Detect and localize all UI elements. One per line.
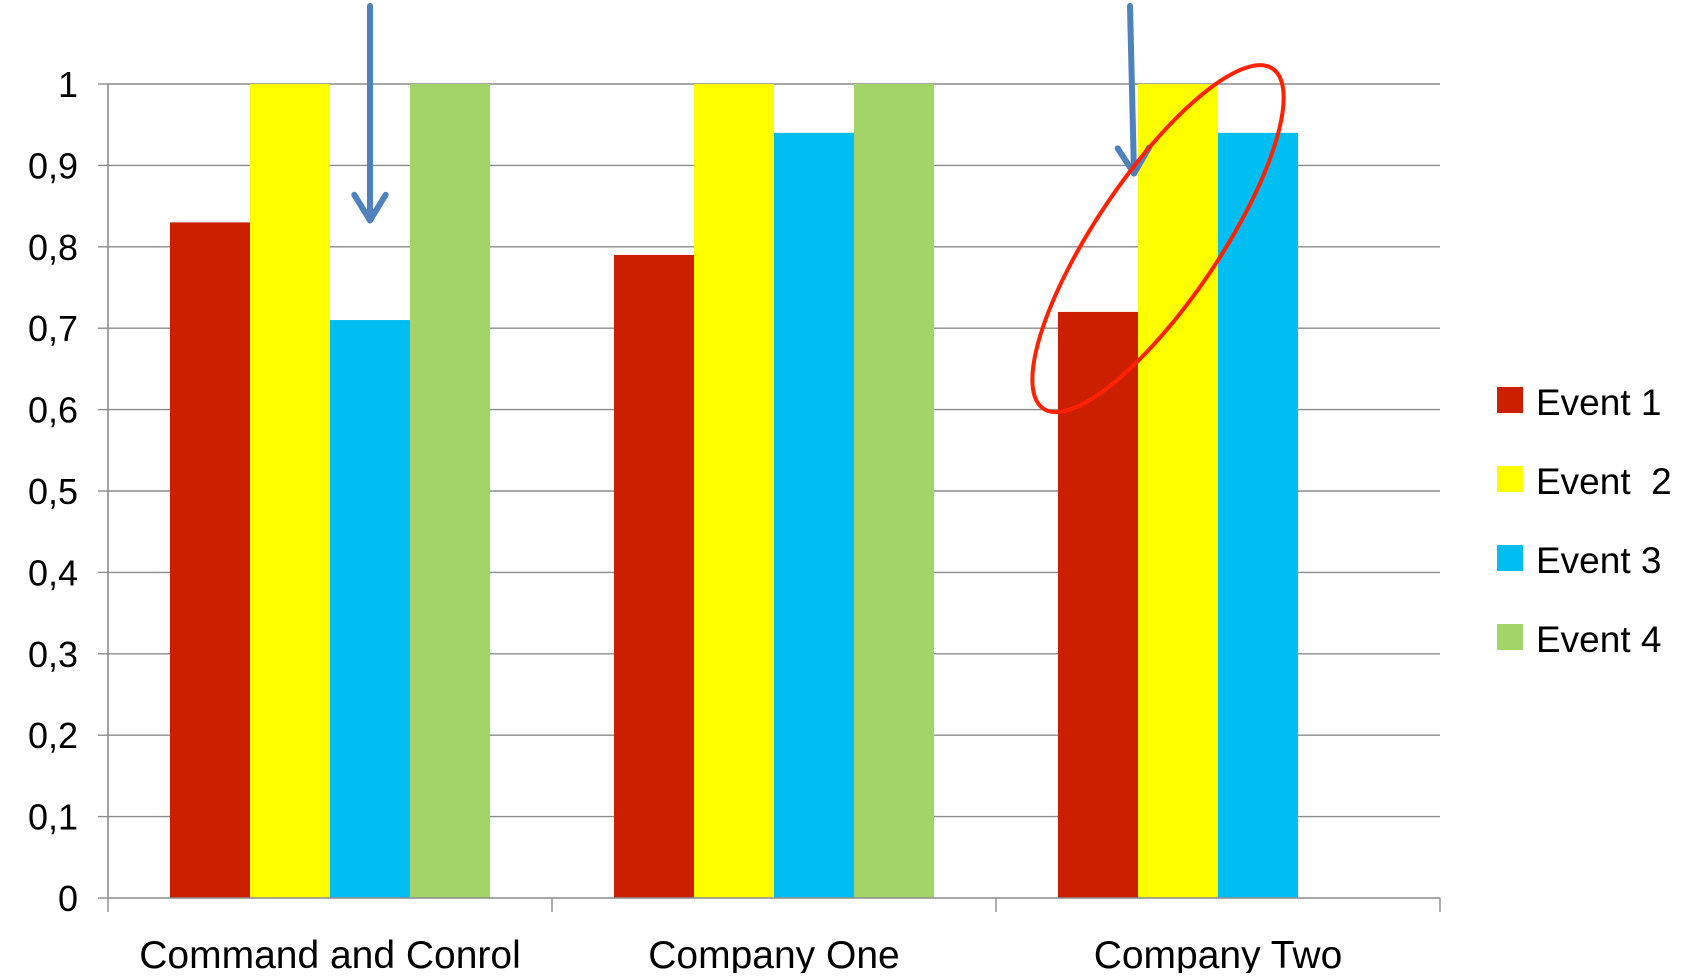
legend-item: Event 1 xyxy=(1497,382,1661,423)
y-tick-label: 0,2 xyxy=(28,715,78,756)
annotations xyxy=(351,3,1286,415)
x-category-label: Company Two xyxy=(1094,934,1343,973)
legend-swatch xyxy=(1497,387,1523,413)
y-tick-label: 0,6 xyxy=(28,390,78,431)
bar xyxy=(1218,132,1298,899)
legend-swatch xyxy=(1497,624,1523,650)
legend-item: Event 3 xyxy=(1497,540,1661,581)
y-tick-label: 0 xyxy=(58,878,78,919)
legend-label: Event 4 xyxy=(1536,619,1661,660)
y-tick-label: 0,5 xyxy=(28,471,78,512)
y-tick-label: 0,3 xyxy=(28,634,78,675)
bar xyxy=(410,84,490,898)
bar xyxy=(694,84,774,898)
bar xyxy=(250,84,330,898)
legend: Event 1 Event 2 Event 3 Event 4 xyxy=(1497,382,1672,660)
legend-item: Event 2 xyxy=(1497,461,1672,502)
x-category-label: Command and Conrol xyxy=(139,934,521,973)
y-tick-label: 0,7 xyxy=(28,308,78,349)
x-category-label: Company One xyxy=(648,934,899,973)
bar xyxy=(330,320,410,898)
bars xyxy=(170,84,1298,899)
y-tick-label: 0,9 xyxy=(28,145,78,186)
bar xyxy=(774,132,854,899)
bar xyxy=(854,84,934,898)
y-tick-label: 0,8 xyxy=(28,227,78,268)
bar xyxy=(170,222,250,898)
bar xyxy=(614,254,694,898)
bar xyxy=(1138,84,1218,898)
y-tick-label: 0,4 xyxy=(28,552,78,593)
legend-label: Event 1 xyxy=(1536,382,1661,423)
legend-label: Event 3 xyxy=(1536,540,1661,581)
y-tick-label: 1 xyxy=(58,64,78,105)
legend-label: Event 2 xyxy=(1536,461,1672,502)
axes: 0 0,1 0,2 0,3 0,4 0,5 0,6 0,7 0,8 0,9 1 Command and… xyxy=(28,64,1441,977)
legend-swatch xyxy=(1497,466,1523,492)
legend-swatch xyxy=(1497,545,1523,571)
annotation-arrow xyxy=(351,3,389,224)
annotation-ellipse xyxy=(1030,63,1286,415)
y-tick-label: 0,1 xyxy=(28,797,78,838)
bar xyxy=(1058,311,1138,898)
legend-item: Event 4 xyxy=(1497,619,1661,660)
